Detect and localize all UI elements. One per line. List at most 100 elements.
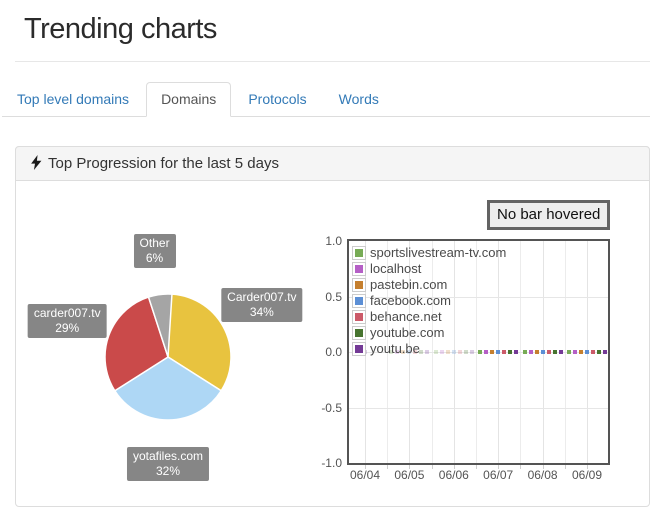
x-axis-tick	[587, 465, 588, 469]
bar-facebook.com-06/07[interactable]	[496, 350, 500, 354]
tab-words[interactable]: Words	[338, 91, 379, 107]
x-tick-label: 06/09	[571, 468, 603, 482]
bar-sportslivestream-tv.com-06/07[interactable]	[478, 350, 482, 354]
y-tick-label: -0.5	[321, 400, 342, 415]
bar-behance.net-06/09[interactable]	[591, 350, 595, 354]
legend-swatch-icon	[352, 262, 366, 276]
bar-youtube.com-06/08[interactable]	[553, 350, 557, 354]
header-divider	[15, 61, 650, 62]
bar-facebook.com-06/09[interactable]	[585, 350, 589, 354]
hover-status-box: No bar hovered	[487, 200, 611, 230]
legend-label: facebook.com	[370, 293, 451, 308]
bar-facebook.com-06/08[interactable]	[541, 350, 545, 354]
pie-label-carder007.tv: Carder007.tv 34%	[221, 288, 303, 323]
bar-behance.net-06/07[interactable]	[502, 350, 506, 354]
bar-pastebin.com-06/07[interactable]	[490, 350, 494, 354]
bar-youtu.be-06/06[interactable]	[470, 350, 474, 354]
legend-swatch-icon	[352, 294, 366, 308]
legend-item-localhost: localhost	[352, 261, 506, 277]
x-axis-tick	[453, 465, 455, 469]
legend-swatch-icon	[352, 326, 366, 340]
bar-sportslivestream-tv.com-06/09[interactable]	[567, 350, 571, 354]
legend-swatch-icon	[352, 246, 366, 260]
bar-youtube.com-06/05[interactable]	[419, 350, 423, 354]
x-axis-tick	[542, 465, 544, 469]
x-axis-tick	[476, 465, 477, 469]
x-tick-label: 06/06	[438, 468, 469, 482]
legend-swatch-icon	[352, 310, 366, 324]
bar-pastebin.com-06/06[interactable]	[446, 350, 450, 354]
bar-youtu.be-06/05[interactable]	[425, 350, 429, 354]
pie-label-other: Other 6%	[133, 233, 176, 268]
bar-localhost-06/07[interactable]	[484, 350, 488, 354]
bar-pastebin.com-06/05[interactable]	[401, 350, 405, 354]
y-tick-label: 0.0	[325, 345, 342, 359]
legend-label: youtube.com	[370, 325, 445, 340]
bar-localhost-06/09[interactable]	[573, 350, 577, 354]
legend-item-facebook.com: facebook.com	[352, 293, 506, 309]
lightning-bolt-icon	[31, 155, 42, 170]
bar-pastebin.com-06/09[interactable]	[579, 350, 583, 354]
x-axis-tick	[409, 465, 411, 469]
bar-chart-plot-area[interactable]: sportslivestream-tv.com localhost pastebin…	[347, 239, 610, 465]
page-title: Trending charts	[24, 13, 217, 45]
bar-sportslivestream-tv.com-06/06[interactable]	[434, 350, 438, 354]
legend-swatch-icon	[352, 342, 366, 356]
pie-label-yotafiles.com: yotafiles.com 32%	[126, 447, 210, 482]
bar-behance.net-06/08[interactable]	[547, 350, 551, 354]
pie-slice-carder007.tv[interactable]	[104, 296, 169, 392]
legend-item-pastebin.com: pastebin.com	[352, 277, 506, 293]
legend-label: youtu.be	[370, 341, 420, 356]
bar-youtu.be-06/07[interactable]	[514, 350, 518, 354]
x-tick-label: 06/04	[349, 468, 381, 482]
gridline	[349, 297, 608, 298]
legend-label: behance.net	[370, 309, 442, 324]
legend-label: pastebin.com	[370, 277, 448, 292]
legend-item-youtu.be: youtu.be	[352, 341, 506, 357]
bar-localhost-06/08[interactable]	[529, 350, 533, 354]
x-axis-tick	[431, 465, 433, 469]
legend-label: sportslivestream-tv.com	[370, 245, 507, 260]
pie-slice-other[interactable]	[147, 293, 173, 358]
legend-swatch-icon	[352, 278, 366, 292]
bar-facebook.com-06/05[interactable]	[407, 350, 411, 354]
bar-behance.net-06/06[interactable]	[458, 350, 462, 354]
pie-chart[interactable]	[93, 282, 243, 432]
y-tick-label: 0.5	[325, 289, 342, 304]
tab-protocols[interactable]: Protocols	[248, 91, 307, 107]
tab-bar: Top level domains Domains Protocols Words	[2, 82, 650, 117]
bar-sportslivestream-tv.com-06/05[interactable]	[389, 350, 393, 354]
bar-behance.net-06/05[interactable]	[413, 350, 417, 354]
x-tick-label: 06/07	[483, 468, 514, 482]
bar-localhost-06/05[interactable]	[395, 350, 399, 354]
x-axis-tick	[387, 465, 389, 469]
bar-youtu.be-06/09[interactable]	[603, 350, 607, 354]
x-axis-tick	[498, 465, 500, 469]
panel-heading-label: Top Progression for the last 5 days	[48, 155, 279, 172]
x-tick-label: 06/05	[394, 468, 425, 482]
tab-top-level-domains[interactable]: Top level domains	[17, 91, 130, 107]
pie-slice-yotafiles.com[interactable]	[113, 356, 223, 421]
x-axis-tick	[365, 465, 366, 469]
y-tick-label: -1.0	[321, 456, 342, 470]
bar-chart-legend: sportslivestream-tv.com localhost pastebin…	[352, 245, 506, 357]
legend-item-youtube.com: youtube.com	[352, 325, 506, 341]
bar-youtube.com-06/06[interactable]	[464, 350, 468, 354]
x-axis-tick	[520, 465, 522, 469]
x-axis-tick	[564, 465, 566, 469]
bar-youtube.com-06/09[interactable]	[597, 350, 601, 354]
y-tick-label: 1.0	[325, 234, 342, 248]
legend-label: localhost	[370, 261, 422, 276]
bar-youtube.com-06/07[interactable]	[508, 350, 512, 354]
x-tick-label: 06/08	[527, 468, 558, 482]
bar-localhost-06/06[interactable]	[440, 350, 444, 354]
pie-label-carder007.tv: carder007.tv 29%	[27, 303, 107, 338]
gridline	[349, 408, 608, 409]
bar-pastebin.com-06/08[interactable]	[535, 350, 539, 354]
bar-sportslivestream-tv.com-06/08[interactable]	[523, 350, 527, 354]
bar-youtu.be-06/08[interactable]	[559, 350, 563, 354]
tab-domains[interactable]: Domains	[146, 82, 232, 117]
bar-facebook.com-06/06[interactable]	[452, 350, 456, 354]
legend-item-sportslivestream-tv.com: sportslivestream-tv.com	[352, 245, 506, 261]
